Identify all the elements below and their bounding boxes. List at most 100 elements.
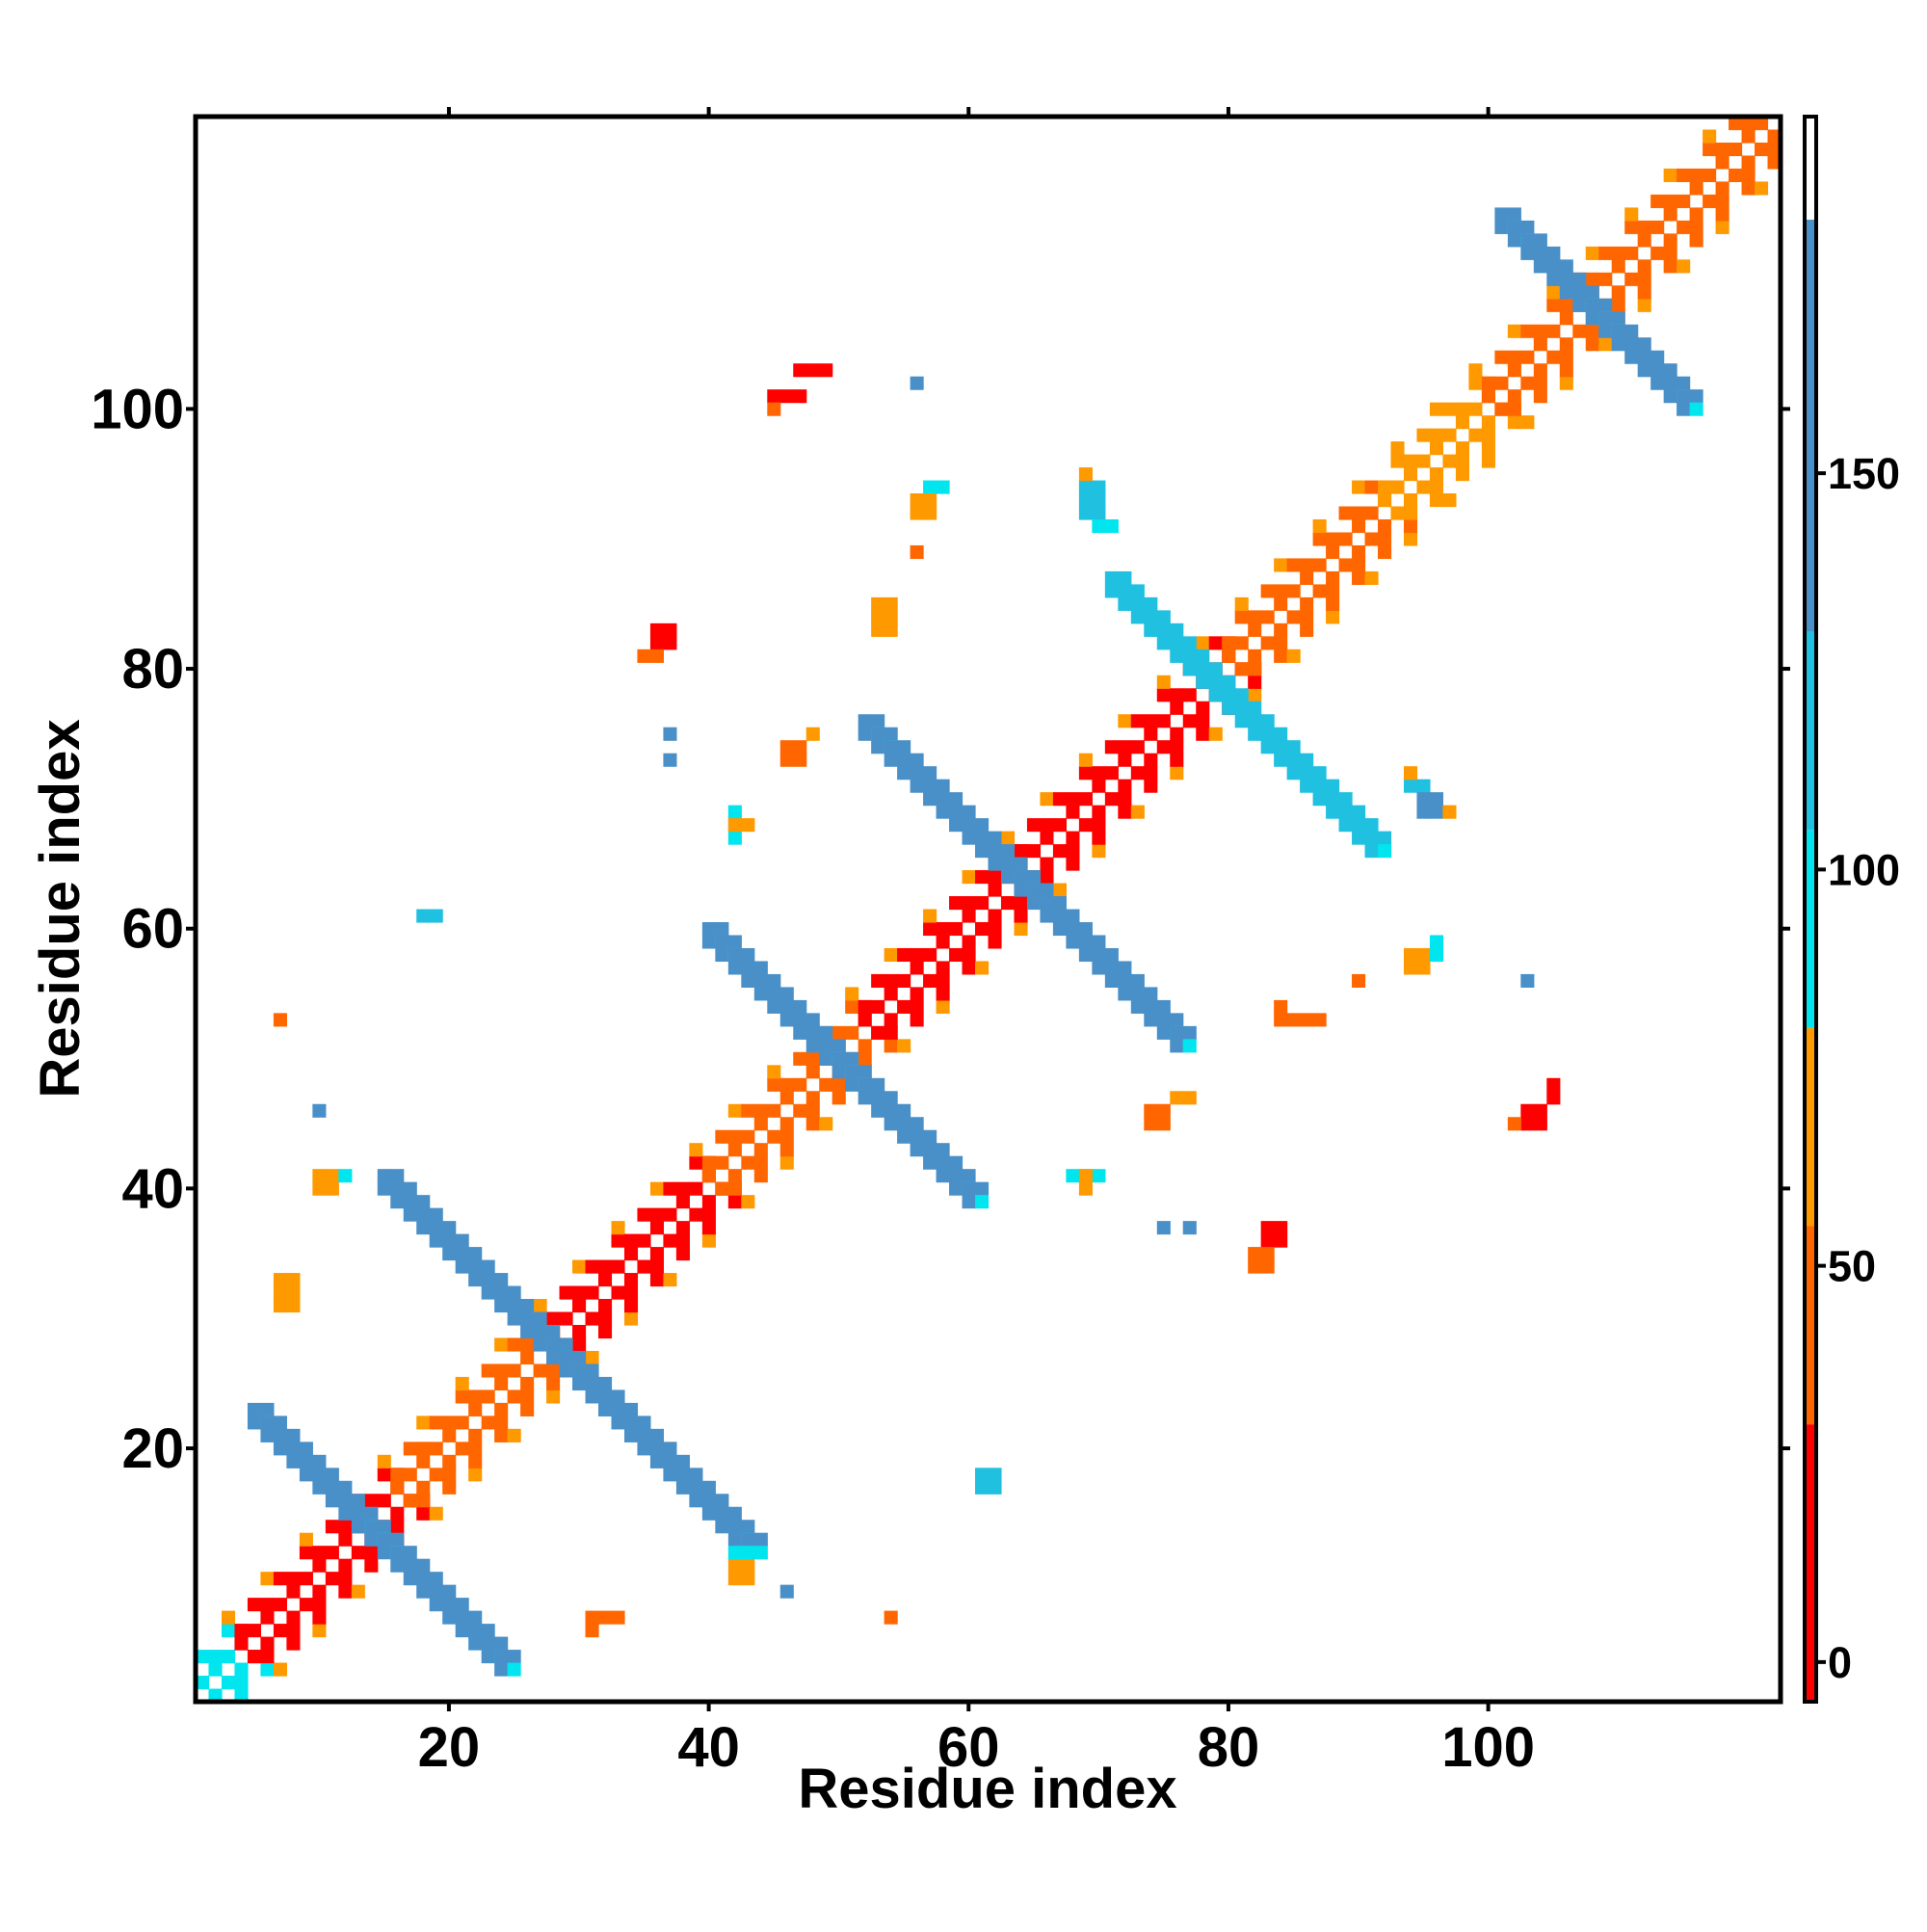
heatmap-cell bbox=[832, 1051, 846, 1066]
heatmap-cell bbox=[1676, 220, 1691, 234]
heatmap-cell bbox=[727, 1181, 742, 1196]
heatmap-cell bbox=[1170, 766, 1184, 781]
heatmap-cell bbox=[520, 1311, 535, 1326]
heatmap-cell bbox=[923, 909, 937, 923]
colorbar-band bbox=[1805, 1226, 1816, 1425]
heatmap-cell bbox=[1170, 740, 1184, 754]
heatmap-cell bbox=[805, 1117, 820, 1131]
heatmap-cell bbox=[1507, 363, 1521, 378]
heatmap-cell bbox=[1144, 622, 1158, 637]
heatmap-cell bbox=[1312, 584, 1327, 598]
heatmap-cell bbox=[1156, 999, 1171, 1014]
heatmap-cell bbox=[884, 1025, 898, 1040]
heatmap-cell bbox=[196, 1676, 210, 1690]
heatmap-cell bbox=[273, 1273, 287, 1287]
heatmap-cell bbox=[1533, 1117, 1547, 1131]
heatmap-cell bbox=[845, 987, 859, 1001]
y-tick-label: 40 bbox=[121, 1157, 184, 1220]
heatmap-cell bbox=[520, 1402, 535, 1416]
heatmap-cell bbox=[1676, 389, 1691, 404]
heatmap-cell bbox=[1286, 753, 1301, 767]
heatmap-cell bbox=[767, 1103, 781, 1118]
heatmap-cell bbox=[637, 1416, 651, 1430]
heatmap-cell bbox=[1078, 818, 1093, 833]
heatmap-cell bbox=[1286, 648, 1301, 663]
colorbar-tick-label: 100 bbox=[1828, 845, 1900, 894]
heatmap-cell bbox=[975, 1181, 990, 1196]
heatmap-cell bbox=[260, 1662, 275, 1677]
heatmap-cell bbox=[1300, 610, 1314, 624]
heatmap-cell bbox=[637, 1442, 651, 1456]
heatmap-cell bbox=[1156, 688, 1171, 702]
heatmap-cell bbox=[1546, 259, 1561, 274]
heatmap-cell bbox=[286, 1442, 301, 1456]
x-tick-label: 100 bbox=[1441, 1716, 1535, 1779]
heatmap-cell bbox=[1442, 805, 1457, 819]
heatmap-cell bbox=[637, 1259, 651, 1274]
heatmap-cell bbox=[1352, 818, 1366, 833]
heatmap-cell bbox=[727, 1129, 742, 1144]
heatmap-cell bbox=[975, 818, 990, 833]
heatmap-cell bbox=[1611, 246, 1625, 260]
heatmap-cell bbox=[208, 1688, 223, 1703]
heatmap-cell bbox=[1066, 921, 1080, 937]
heatmap-cell bbox=[871, 714, 885, 728]
heatmap-cell bbox=[325, 1181, 339, 1196]
heatmap-cell bbox=[663, 1233, 677, 1248]
heatmap-cell bbox=[286, 1428, 301, 1442]
heatmap-cell bbox=[949, 947, 964, 963]
heatmap-cell bbox=[1170, 688, 1184, 702]
heatmap-cell bbox=[663, 622, 677, 637]
heatmap-cell bbox=[442, 1221, 457, 1235]
heatmap-cell bbox=[507, 1662, 521, 1677]
heatmap-cell bbox=[727, 805, 742, 819]
heatmap-cell bbox=[455, 1233, 469, 1248]
heatmap-cell bbox=[442, 1233, 457, 1248]
heatmap-cell bbox=[975, 896, 990, 911]
heatmap-cell bbox=[312, 1181, 327, 1196]
heatmap-cell bbox=[1170, 727, 1184, 741]
heatmap-cell bbox=[1156, 1117, 1171, 1131]
heatmap-cell bbox=[962, 896, 976, 911]
heatmap-cell bbox=[1260, 1233, 1275, 1248]
heatmap-cell bbox=[1104, 584, 1119, 598]
heatmap-cell bbox=[1092, 766, 1106, 781]
heatmap-cell bbox=[923, 921, 937, 937]
heatmap-cell bbox=[675, 1195, 690, 1209]
heatmap-cell bbox=[1533, 337, 1547, 352]
heatmap-cell bbox=[1026, 818, 1042, 833]
heatmap-cell bbox=[1248, 1247, 1262, 1261]
heatmap-cell bbox=[481, 1259, 495, 1274]
heatmap-cell bbox=[1559, 272, 1573, 286]
heatmap-cell bbox=[805, 1091, 820, 1105]
heatmap-cell bbox=[1755, 181, 1769, 196]
heatmap-cell bbox=[338, 1506, 353, 1521]
heatmap-cell bbox=[1676, 259, 1691, 274]
heatmap-cell bbox=[910, 999, 924, 1014]
heatmap-cell bbox=[1585, 272, 1599, 286]
heatmap-cell bbox=[819, 1025, 833, 1040]
heatmap-cell bbox=[988, 870, 1002, 885]
plot-frame bbox=[193, 114, 1783, 1705]
heatmap-cell bbox=[988, 844, 1002, 859]
heatmap-cell bbox=[377, 1546, 391, 1560]
heatmap-cell bbox=[468, 1624, 483, 1638]
heatmap-cell bbox=[1248, 714, 1262, 728]
heatmap-cell bbox=[364, 1546, 379, 1560]
heatmap-cell bbox=[715, 1155, 729, 1170]
heatmap-cell bbox=[1092, 480, 1106, 494]
heatmap-cell bbox=[884, 727, 898, 741]
heatmap-cell bbox=[858, 714, 872, 728]
heatmap-cell bbox=[910, 779, 924, 793]
heatmap-cell bbox=[1274, 1221, 1288, 1235]
heatmap-cell bbox=[403, 1207, 417, 1222]
heatmap-cell bbox=[520, 1389, 535, 1404]
heatmap-cell bbox=[546, 1363, 561, 1378]
heatmap-cell bbox=[715, 1181, 729, 1196]
heatmap-cell bbox=[923, 1155, 937, 1170]
heatmap-cell bbox=[675, 1181, 690, 1196]
heatmap-cell bbox=[481, 1624, 495, 1638]
heatmap-cell bbox=[753, 1117, 768, 1131]
heatmap-cell bbox=[429, 1584, 443, 1599]
heatmap-cell bbox=[1689, 233, 1703, 248]
